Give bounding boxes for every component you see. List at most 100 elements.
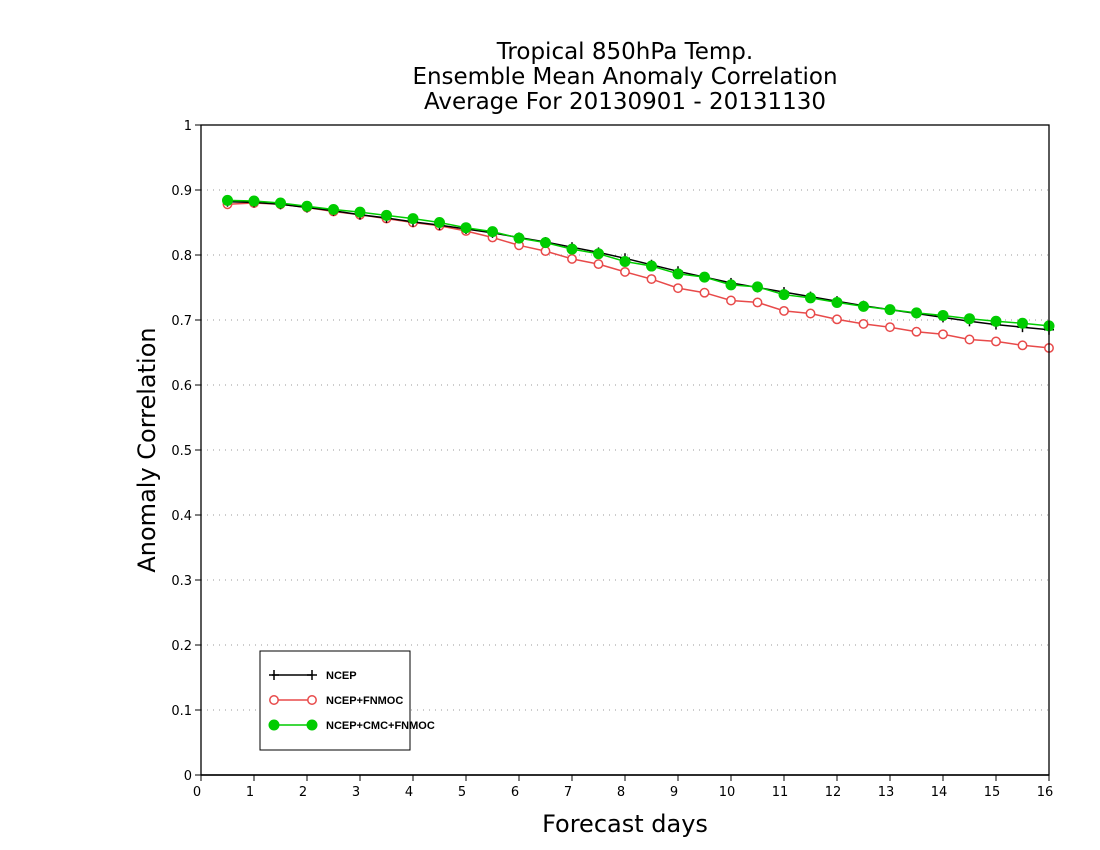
x-tick-label: 9 [670, 785, 678, 800]
x-tick-label: 1 [246, 785, 254, 800]
data-point [248, 195, 260, 207]
data-point [646, 260, 657, 272]
data-point [275, 197, 286, 209]
legend-label: NCEP+CMC+FNMOC [326, 720, 435, 732]
data-point [566, 243, 578, 255]
data-point [307, 695, 317, 705]
data-point [938, 329, 948, 340]
y-tick-label: 0.9 [171, 184, 192, 199]
data-point [328, 204, 339, 215]
data-point [1017, 317, 1028, 329]
y-axis-label: Anomaly Correlation [133, 327, 161, 572]
data-point [434, 217, 445, 228]
data-point [540, 237, 551, 249]
title-line-3: Average For 20130901 - 20131130 [424, 89, 826, 115]
data-point [513, 232, 525, 244]
x-tick-label: 4 [405, 785, 413, 800]
legend-item: NCEP [269, 670, 357, 682]
x-tick-label: 7 [564, 785, 572, 800]
data-point [1017, 340, 1028, 351]
series-ncep-cmc-fnmoc [222, 194, 1055, 332]
legend-item: NCEP+CMC+FNMOC [268, 719, 435, 732]
x-axis: 0 1 2 3 4 5 6 7 8 9 10 11 12 13 14 15 16 [193, 774, 1054, 800]
data-point [726, 295, 736, 306]
data-point [354, 206, 366, 218]
y-axis: 0 0.1 0.2 0.3 0.4 0.5 0.6 0.7 0.8 0.9 1 [171, 119, 201, 784]
data-point [620, 266, 630, 277]
title-line-1: Tropical 850hPa Temp. [496, 39, 753, 65]
data-point [540, 246, 551, 257]
data-point [911, 326, 922, 337]
x-tick-label: 15 [984, 785, 1001, 800]
data-point [964, 313, 975, 325]
data-point [646, 274, 657, 284]
data-point [301, 200, 313, 212]
data-point [779, 305, 789, 316]
data-point [752, 297, 763, 308]
data-point [937, 309, 949, 321]
chart-title: Tropical 850hPa Temp. Ensemble Mean Anom… [412, 39, 837, 115]
x-tick-label: 10 [719, 785, 736, 800]
data-point [699, 271, 710, 283]
data-point [673, 283, 683, 294]
data-point [306, 719, 318, 731]
data-point [487, 226, 498, 238]
x-tick-label: 6 [511, 785, 519, 800]
data-point [991, 336, 1001, 347]
y-tick-label: 0.1 [171, 704, 192, 719]
data-point [805, 308, 816, 319]
data-point [269, 695, 279, 705]
y-tick-label: 0.5 [171, 444, 192, 459]
data-point [858, 300, 869, 312]
data-point [884, 304, 896, 316]
series-line [227, 200, 1050, 331]
data-point [964, 334, 975, 345]
y-tick-label: 1 [184, 119, 192, 134]
data-point [593, 259, 604, 270]
y-tick-label: 0 [184, 769, 192, 784]
x-tick-label: 13 [878, 785, 895, 800]
legend: NCEP NCEP+FNMOC NCEP+CMC+FNMOC [259, 650, 435, 751]
data-point [831, 296, 843, 308]
data-point [222, 194, 233, 206]
data-point [990, 315, 1002, 327]
y-tick-label: 0.6 [171, 379, 192, 394]
x-tick-label: 5 [458, 785, 466, 800]
y-tick-label: 0.2 [171, 639, 192, 654]
x-tick-label: 0 [193, 785, 201, 800]
data-point [805, 292, 816, 304]
y-tick-label: 0.7 [171, 314, 192, 329]
y-tick-label: 0.4 [171, 509, 192, 524]
data-point [567, 253, 577, 264]
x-tick-label: 2 [299, 785, 307, 800]
data-point [885, 322, 895, 333]
series-layer [222, 194, 1055, 353]
title-line-2: Ensemble Mean Anomaly Correlation [412, 64, 837, 90]
data-point [858, 318, 869, 329]
series-line [227, 202, 1050, 349]
legend-item: NCEP+FNMOC [269, 695, 403, 707]
data-point [752, 281, 763, 293]
data-point [832, 314, 842, 325]
data-point [407, 213, 419, 225]
data-point [619, 256, 631, 267]
x-tick-label: 8 [617, 785, 625, 800]
data-point [672, 268, 684, 280]
data-point [699, 287, 710, 298]
y-tick-label: 0.8 [171, 249, 192, 264]
y-tick-label: 0.3 [171, 574, 192, 589]
x-tick-label: 14 [931, 785, 948, 800]
x-axis-label: Forecast days [542, 810, 708, 838]
series-line [227, 199, 1050, 327]
data-point [460, 222, 472, 234]
series-ncep-fnmoc [222, 198, 1054, 353]
x-tick-label: 16 [1037, 785, 1054, 800]
data-point [381, 209, 392, 221]
x-tick-label: 12 [825, 785, 842, 800]
legend-label: NCEP+FNMOC [326, 695, 403, 707]
legend-label: NCEP [326, 670, 357, 682]
data-point [593, 248, 604, 260]
data-point [911, 307, 922, 319]
x-tick-label: 11 [772, 785, 789, 800]
